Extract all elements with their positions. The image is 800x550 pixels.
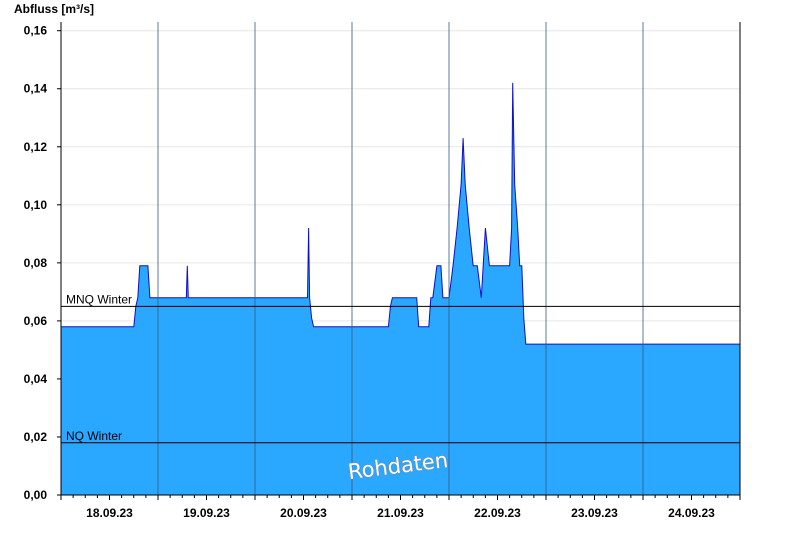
y-tick-label: 0,08 xyxy=(24,256,48,270)
x-tick-label: 23.09.23 xyxy=(571,506,618,520)
x-tick-label: 22.09.23 xyxy=(474,506,521,520)
y-tick-label: 0,12 xyxy=(24,140,48,154)
x-tick-label: 20.09.23 xyxy=(280,506,327,520)
discharge-line xyxy=(61,82,740,345)
discharge-area xyxy=(61,82,740,496)
y-tick-label: 0,10 xyxy=(24,198,48,212)
y-tick-label: 0,16 xyxy=(24,24,48,38)
x-tick-label: 18.09.23 xyxy=(86,506,133,520)
reference-lines: MNQ Winter NQ Winter xyxy=(61,292,740,444)
x-tick-label: 19.09.23 xyxy=(183,506,230,520)
y-tick-label: 0,02 xyxy=(24,430,48,444)
y-tick-label: 0,06 xyxy=(24,314,48,328)
x-tick-label: 21.09.23 xyxy=(377,506,424,520)
reference-line-label: NQ Winter xyxy=(66,429,122,443)
y-tick-label: 0,14 xyxy=(24,82,48,96)
y-axis: 0,00 0,02 0,04 0,06 0,08 0,10 0,12 0,14 0,16 xyxy=(24,24,61,502)
y-tick-label: 0,00 xyxy=(24,488,48,502)
vertical-gridlines xyxy=(157,22,644,495)
y-axis-label: Abfluss [m³/s] xyxy=(14,2,94,16)
reference-line-label: MNQ Winter xyxy=(66,292,132,306)
x-tick-label: 24.09.23 xyxy=(668,506,715,520)
discharge-area-layer xyxy=(61,82,740,496)
y-tick-label: 0,04 xyxy=(24,372,48,386)
x-axis: 18.09.23 19.09.23 20.09.23 21.09.23 22.09.23… xyxy=(60,495,741,520)
